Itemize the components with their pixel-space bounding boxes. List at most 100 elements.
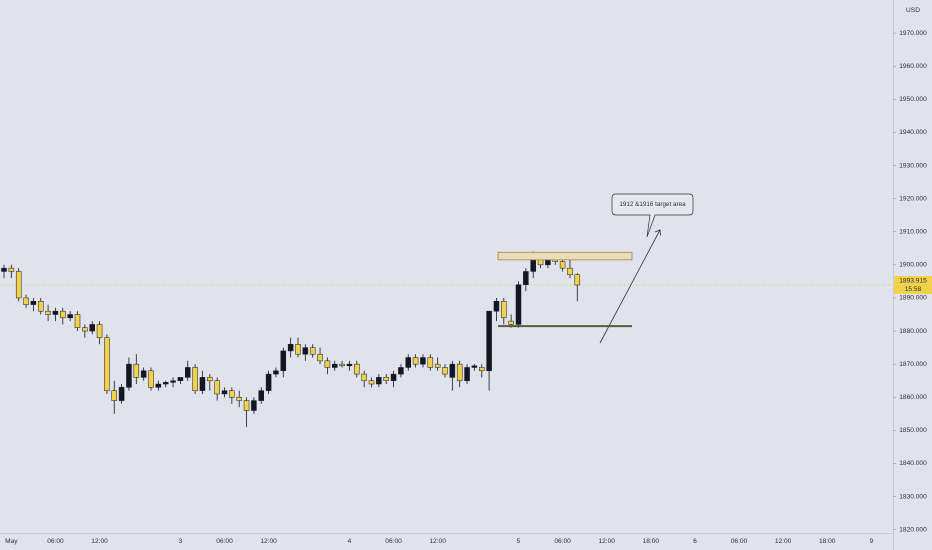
candle-body — [317, 353, 323, 362]
candle-body — [567, 267, 573, 276]
x-tick-label: 12:00 — [775, 538, 792, 545]
candle-body — [302, 347, 309, 355]
candle-body — [486, 310, 492, 372]
y-tick-label: 1830.000 — [899, 493, 927, 500]
candle-body — [185, 367, 191, 378]
x-tick-label: 12:00 — [429, 538, 446, 545]
candle-body — [309, 347, 316, 355]
y-tick-label: 1930.000 — [899, 162, 927, 169]
drawings: 1912 &1916 target area — [497, 193, 694, 344]
candle-body — [229, 390, 235, 398]
candle-body — [295, 344, 301, 355]
currency-label: USD — [906, 7, 920, 14]
y-tick-label: 1820.000 — [899, 526, 927, 533]
x-tick-label: 9 — [869, 538, 873, 545]
candle-body — [280, 350, 287, 372]
last-price-box — [894, 275, 932, 294]
candle-body — [258, 390, 264, 401]
candle-body — [434, 363, 441, 368]
y-tick-label: 1840.000 — [899, 460, 927, 467]
candle-body — [449, 363, 456, 378]
candle-body — [74, 314, 81, 328]
candle-body — [140, 370, 147, 378]
candle-body — [427, 357, 434, 368]
last-price-label: 1893.915 — [899, 278, 927, 285]
callout-text: 1912 &1916 target area — [619, 201, 686, 208]
x-tick-label: 12:00 — [260, 538, 277, 545]
candle-body — [214, 380, 220, 395]
candle-body — [287, 344, 294, 352]
x-tick-label: 06:00 — [47, 538, 64, 545]
candle-body — [324, 360, 331, 368]
candle-body — [251, 400, 257, 411]
candle-body — [471, 365, 478, 368]
candle-body — [221, 390, 228, 395]
candle-body — [60, 310, 66, 319]
candle-body — [332, 363, 338, 368]
candle-body — [493, 301, 500, 312]
callout — [611, 193, 694, 238]
y-tick-label: 1870.000 — [899, 361, 927, 368]
candle-body — [383, 377, 389, 381]
candle-body — [207, 377, 213, 381]
x-tick-label: 06:00 — [385, 538, 402, 545]
candle-body — [420, 357, 426, 365]
target-zone — [497, 251, 633, 261]
candle-body — [148, 370, 154, 388]
y-tick-label: 1890.000 — [899, 295, 927, 302]
x-tick-label: 06:00 — [216, 538, 233, 545]
x-tick-label: 4 — [348, 538, 352, 545]
candle-body — [162, 382, 169, 385]
y-tick-label: 1920.000 — [899, 195, 927, 202]
candle-body — [265, 373, 272, 391]
y-tick-label: 1940.000 — [899, 129, 927, 136]
y-tick-label: 1910.000 — [899, 228, 927, 235]
candle-body — [82, 327, 88, 332]
arrow-head — [654, 229, 661, 236]
candle-body — [515, 284, 522, 325]
candle-body — [8, 267, 15, 272]
candle-body — [111, 390, 117, 401]
candle-body — [45, 310, 51, 315]
candle-body — [398, 367, 404, 375]
candle-body — [38, 301, 44, 312]
x-tick-label: 6 — [693, 538, 697, 545]
x-tick-label: 12:00 — [598, 538, 615, 545]
candle-body — [15, 271, 22, 299]
y-tick-label: 1900.000 — [899, 262, 927, 269]
y-tick-label: 1950.000 — [899, 96, 927, 103]
candle-body — [236, 397, 242, 401]
candle-body — [412, 357, 419, 365]
candle-body — [30, 301, 37, 305]
countdown-label: 15:58 — [905, 286, 922, 293]
x-tick-label: 18:00 — [819, 538, 836, 545]
y-tick-label: 1960.000 — [899, 63, 927, 70]
candle-body — [243, 400, 250, 411]
candle-body — [456, 363, 463, 381]
candle-body — [390, 373, 397, 381]
candle-body — [199, 377, 206, 391]
y-tick-label: 1880.000 — [899, 328, 927, 335]
candle-body — [501, 301, 507, 319]
x-tick-label: 06:00 — [554, 538, 571, 545]
candle-body — [52, 310, 59, 315]
candle-body — [126, 363, 132, 388]
candle-body — [1, 267, 7, 272]
x-tick-label: 06:00 — [731, 538, 748, 545]
candle-body — [361, 373, 367, 381]
candle-body — [89, 324, 95, 332]
candle-body — [508, 320, 514, 325]
candle-body — [442, 367, 448, 375]
candle-body — [479, 367, 485, 372]
x-tick-label: 18:00 — [643, 538, 660, 545]
candle-body — [464, 367, 470, 381]
candle-body — [273, 370, 279, 375]
candle-body — [133, 363, 140, 378]
candle-body — [368, 380, 375, 385]
candle-body — [96, 324, 103, 338]
candle-body — [339, 363, 345, 367]
x-tick-label: 5 — [517, 538, 521, 545]
y-tick-label: 1850.000 — [899, 427, 927, 434]
